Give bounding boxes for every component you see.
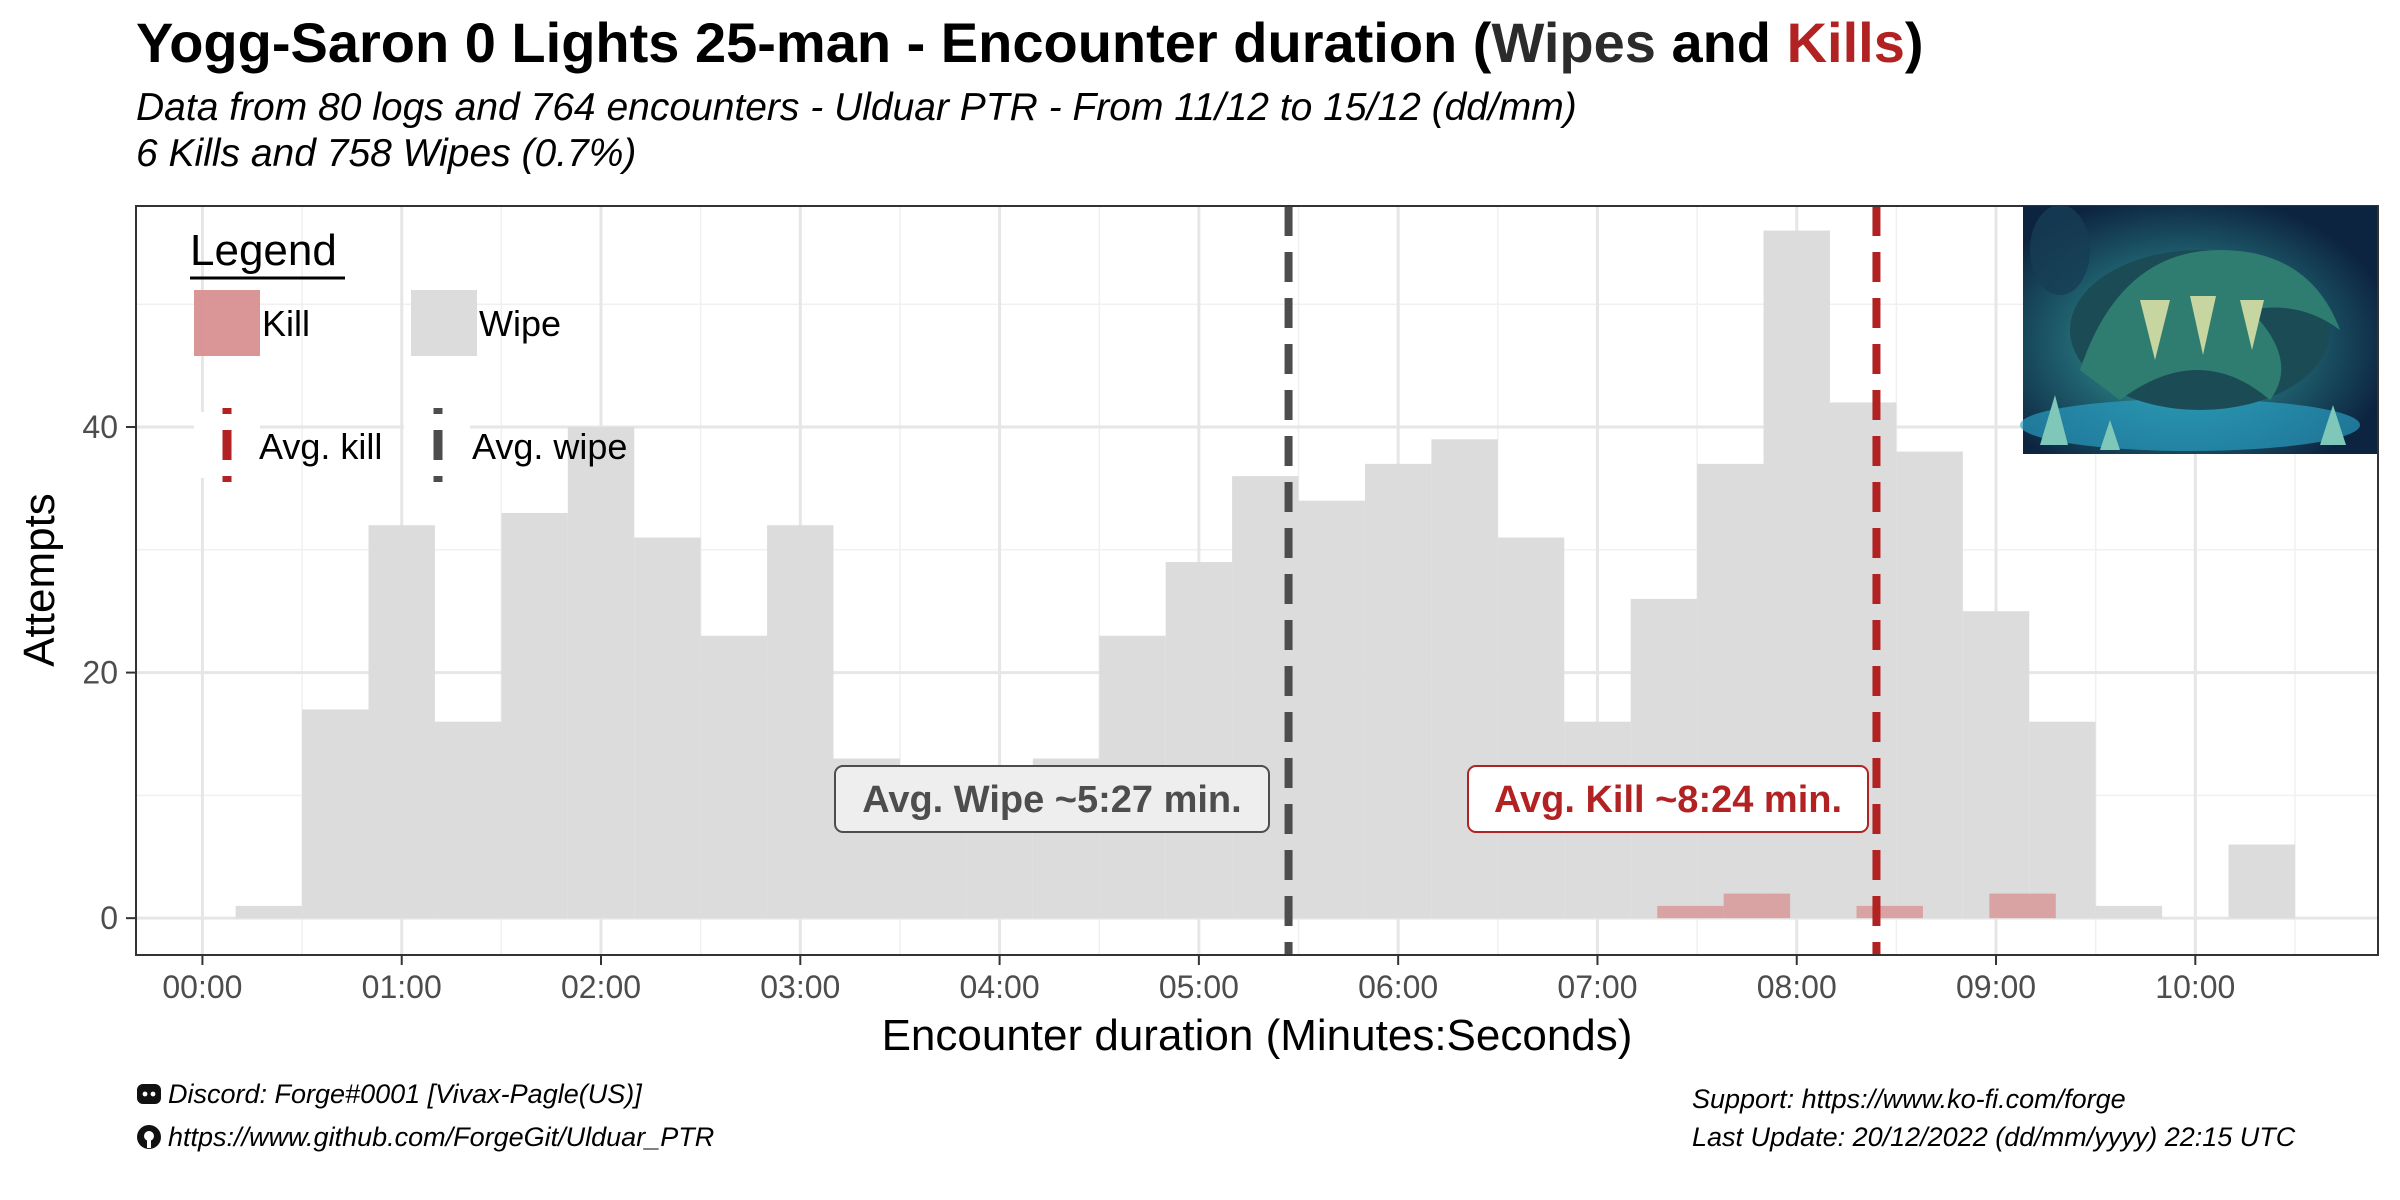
x-tick-label: 03:00 bbox=[760, 969, 840, 1005]
title-kills: Kills bbox=[1786, 11, 1905, 74]
y-axis-label: Attempts bbox=[15, 493, 64, 667]
legend-title: Legend bbox=[190, 226, 337, 275]
avg-wipe-label-box bbox=[834, 765, 1270, 833]
legend-wipe-label: Wipe bbox=[479, 303, 561, 344]
x-axis-label: Encounter duration (Minutes:Seconds) bbox=[882, 1011, 1633, 1060]
x-tick-label: 09:00 bbox=[1956, 969, 2036, 1005]
legend-avg-wipe-label: Avg. wipe bbox=[472, 426, 627, 467]
x-tick-label: 06:00 bbox=[1358, 969, 1438, 1005]
avg-wipe-label: Avg. Wipe ~5:27 min. bbox=[862, 779, 1241, 821]
x-tick-label: 04:00 bbox=[960, 969, 1040, 1005]
discord-icon bbox=[137, 1084, 161, 1104]
wipe-bar bbox=[1165, 562, 1233, 919]
wipe-bar bbox=[966, 819, 1033, 919]
kill-bar bbox=[1723, 893, 1791, 919]
wipe-bar bbox=[899, 832, 967, 919]
y-tick-label: 40 bbox=[82, 409, 118, 445]
chart-subtitle-1: Data from 80 logs and 764 encounters - U… bbox=[136, 86, 1577, 129]
chart-title: Yogg-Saron 0 Lights 25-man - Encounter d… bbox=[136, 11, 1924, 74]
wipe-bar bbox=[302, 709, 369, 919]
wipe-bar bbox=[767, 525, 834, 919]
wipe-bar bbox=[368, 525, 435, 919]
x-tick-label: 05:00 bbox=[1159, 969, 1239, 1005]
x-tick-label: 00:00 bbox=[162, 969, 242, 1005]
wipe-bar bbox=[501, 512, 568, 919]
wipe-bar bbox=[1630, 598, 1698, 919]
wipe-bar bbox=[1697, 463, 1764, 919]
kill-bar bbox=[1657, 905, 1724, 919]
x-tick-label: 01:00 bbox=[362, 969, 442, 1005]
footer-github[interactable]: https://www.github.com/ForgeGit/Ulduar_P… bbox=[136, 1122, 714, 1153]
x-tick-label: 02:00 bbox=[561, 969, 641, 1005]
plot-border bbox=[135, 205, 2379, 956]
github-icon bbox=[137, 1125, 161, 1149]
avg-kill-label: Avg. Kill ~8:24 min. bbox=[1494, 779, 1842, 821]
avg-kill-label-box bbox=[1467, 765, 1869, 833]
wipe-bar bbox=[235, 905, 303, 919]
boss-artwork bbox=[2020, 205, 2377, 454]
wipe-bar bbox=[634, 537, 701, 919]
footer-support[interactable]: Support: https://www.ko-fi.com/forge bbox=[1692, 1084, 2126, 1114]
y-tick-label: 0 bbox=[100, 900, 118, 936]
wipe-bar bbox=[1431, 439, 1498, 919]
wipe-bar bbox=[2095, 905, 2163, 919]
legend-wipe-swatch bbox=[411, 290, 477, 356]
wipe-bar bbox=[434, 721, 502, 919]
wipe-bar bbox=[1896, 451, 1963, 919]
wipe-bar bbox=[1497, 537, 1565, 919]
wipe-bar bbox=[2228, 844, 2295, 919]
wipe-bar bbox=[1829, 402, 1897, 919]
legend-avg-kill-label: Avg. kill bbox=[259, 426, 382, 467]
wipe-bar bbox=[1364, 463, 1432, 919]
x-tick-label: 08:00 bbox=[1757, 969, 1837, 1005]
wipe-bar bbox=[1298, 500, 1365, 919]
wipe-bar bbox=[700, 635, 768, 919]
legend-kill-label: Kill bbox=[262, 303, 310, 344]
legend-kill-swatch bbox=[194, 290, 260, 356]
wipe-bar bbox=[2029, 721, 2096, 919]
x-tick-label: 10:00 bbox=[2155, 969, 2235, 1005]
wipe-bar bbox=[1962, 611, 2030, 919]
title-wipes: Wipes bbox=[1491, 11, 1656, 74]
footer-last-update: Last Update: 20/12/2022 (dd/mm/yyyy) 22:… bbox=[1692, 1122, 2296, 1152]
kill-bar bbox=[1856, 905, 1923, 919]
y-tick-label: 20 bbox=[82, 655, 118, 691]
kill-bar bbox=[1989, 893, 2056, 919]
wipe-bar bbox=[567, 427, 635, 919]
footer-discord: Discord: Forge#0001 [Vivax-Pagle(US)] bbox=[136, 1079, 642, 1110]
chart-subtitle-2: 6 Kills and 758 Wipes (0.7%) bbox=[136, 132, 637, 175]
x-tick-label: 07:00 bbox=[1557, 969, 1637, 1005]
